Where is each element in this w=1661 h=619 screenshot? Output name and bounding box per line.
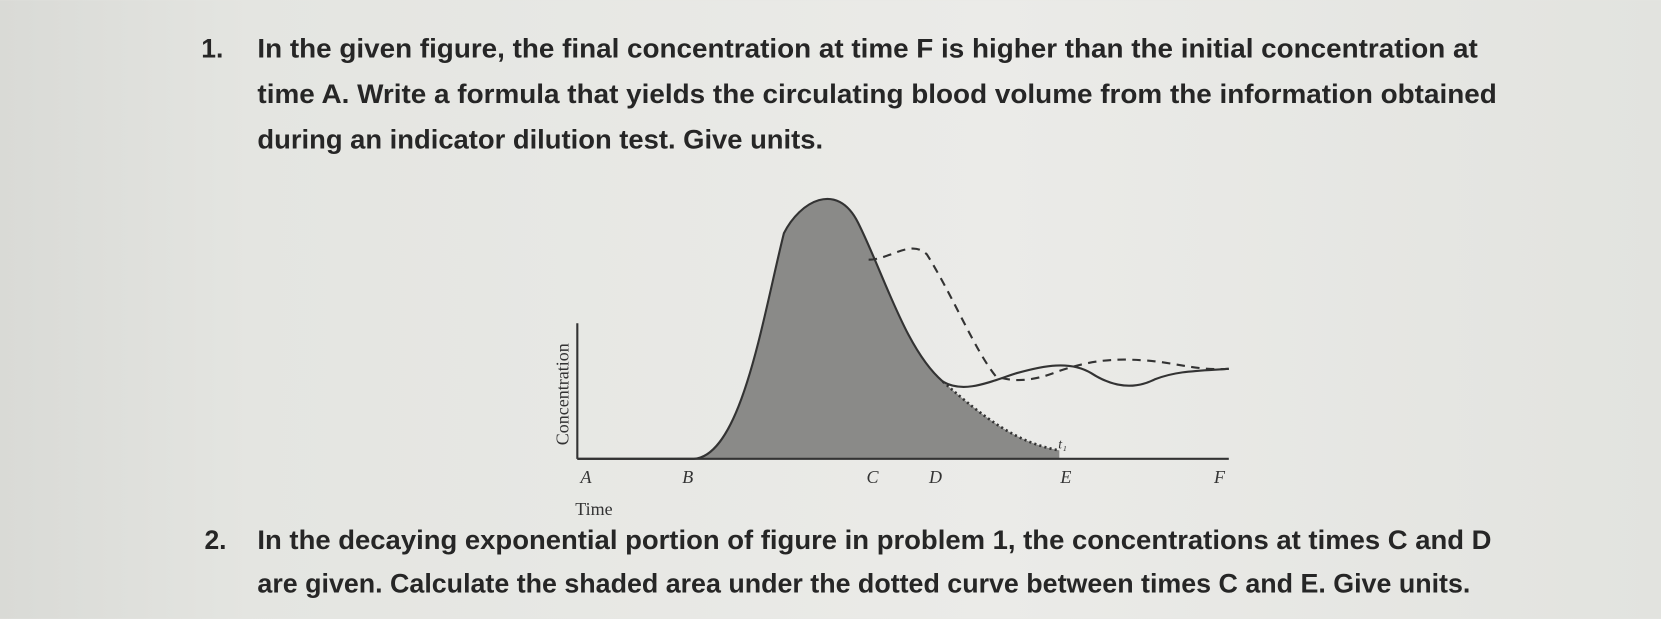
question-line: during an indicator dilution test. Give … <box>257 124 823 154</box>
point-label: D <box>928 467 942 487</box>
point-label: F <box>1213 467 1226 487</box>
dashed-curve <box>868 247 1229 382</box>
figure: Concentration Time A B C D E F t₁ <box>553 197 1229 519</box>
y-axis-label: Concentration <box>553 343 573 445</box>
question-line: time A. Write a formula that yields the … <box>257 79 1496 109</box>
point-label: C <box>867 467 880 487</box>
shaded-area <box>693 198 1060 459</box>
question-line: In the given figure, the final concentra… <box>257 33 1478 63</box>
x-axis-label: Time <box>575 499 612 519</box>
dotted-curve <box>941 380 1060 452</box>
point-label: B <box>682 467 693 487</box>
point-label: E <box>1059 467 1071 487</box>
question-line: In the decaying exponential portion of f… <box>257 525 1491 555</box>
question-line: are given. Calculate the shaded area und… <box>257 568 1470 598</box>
question-number: 2. <box>204 525 226 555</box>
t-label: t₁ <box>1058 436 1067 451</box>
point-label: A <box>580 467 593 487</box>
question-number: 1. <box>201 33 223 63</box>
solid-curve <box>577 197 1229 460</box>
